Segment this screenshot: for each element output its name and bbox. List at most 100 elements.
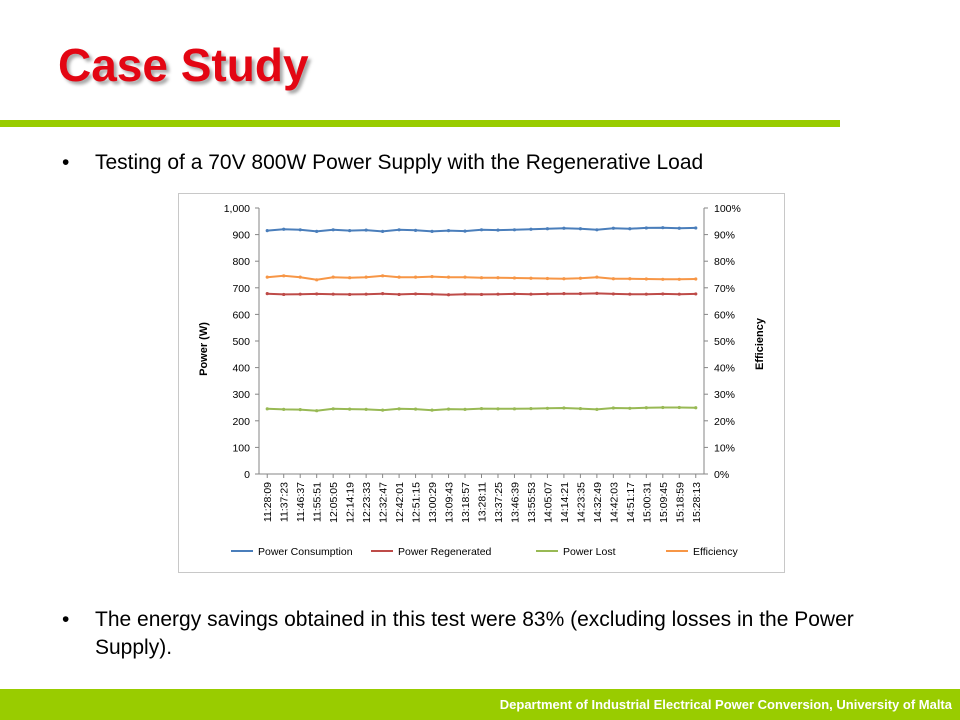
x-tick-label: 14:32:49 [592,482,604,523]
y-axis-label: Power (W) [198,322,210,376]
data-point-power-regenerated [479,292,484,297]
data-point-power-lost [381,408,385,412]
data-point-power-regenerated [562,292,566,296]
data-point-efficiency [677,277,681,281]
footer-text: Department of Industrial Electrical Powe… [499,697,952,712]
data-point-power-regenerated [413,292,418,296]
data-point-power-regenerated [661,292,665,296]
data-point-efficiency [348,276,352,280]
data-point-power-lost [611,406,615,410]
data-point-power-lost [545,406,550,410]
data-point-power-consumption [463,229,467,233]
data-point-power-regenerated [282,292,286,297]
y-tick-label: 1,000 [224,203,250,215]
data-point-power-regenerated [381,292,385,296]
data-point-power-lost [512,407,517,411]
data-point-power-regenerated [595,291,599,295]
x-tick-label: 15:00:31 [641,482,653,523]
data-point-efficiency [331,275,335,279]
x-tick-label: 13:55:53 [526,482,538,523]
data-point-power-regenerated [315,292,319,296]
data-point-efficiency [644,277,648,281]
x-tick-label: 12:32:47 [378,482,390,523]
data-point-power-lost [430,408,434,412]
data-point-power-consumption [298,228,302,232]
legend-label-power-lost: Power Lost [563,546,616,558]
data-point-efficiency [397,275,401,279]
data-point-power-lost [298,408,302,412]
bullet-1-text: Testing of a 70V 800W Power Supply with … [95,151,704,174]
data-point-power-lost [282,407,286,411]
x-tick-label: 14:14:21 [559,482,571,523]
data-point-power-regenerated [331,292,335,296]
data-point-efficiency [463,275,467,279]
legend-label-power-consumption: Power Consumption [258,546,353,558]
x-tick-label: 12:51:15 [411,482,423,523]
data-point-power-consumption [413,228,418,232]
data-point-power-lost [364,407,368,411]
y2-tick-label: 40% [714,363,735,375]
data-point-power-lost [628,406,632,410]
data-point-power-regenerated [529,292,533,296]
data-point-efficiency [545,276,550,281]
y-tick-label: 500 [232,336,250,348]
data-point-power-lost [578,406,582,411]
data-point-power-consumption [694,226,698,230]
bullet-2: • The energy savings obtained in this te… [62,606,922,666]
data-point-power-regenerated [677,292,681,296]
bullet-2-text: The energy savings obtained in this test… [95,608,854,659]
bullet-1: • Testing of a 70V 800W Power Supply wit… [62,149,922,179]
data-point-power-regenerated [463,292,467,296]
data-point-power-consumption [446,229,451,233]
data-point-power-lost [413,407,418,411]
x-tick-label: 12:42:01 [394,482,406,523]
data-point-power-regenerated [348,292,352,297]
data-point-power-consumption [595,228,599,232]
data-point-efficiency [512,276,517,280]
x-tick-label: 12:14:19 [345,482,357,523]
data-point-power-consumption [677,226,681,230]
data-point-power-lost [315,409,319,413]
data-point-efficiency [265,275,269,279]
data-point-efficiency [529,276,533,280]
data-point-power-regenerated [430,292,434,296]
data-point-power-lost [331,407,335,411]
data-point-power-lost [348,407,352,411]
data-point-power-consumption [578,227,582,231]
x-tick-label: 11:46:37 [295,482,307,522]
x-tick-label: 15:18:59 [674,482,686,523]
data-point-power-lost [479,406,484,411]
data-point-efficiency [315,278,319,282]
data-point-power-consumption [348,229,352,233]
x-tick-label: 14:42:03 [608,482,620,523]
y2-tick-label: 10% [714,442,735,454]
x-tick-label: 14:23:35 [575,482,587,523]
y2-tick-label: 80% [714,256,735,268]
data-point-power-consumption [644,226,648,230]
data-point-power-regenerated [628,292,632,296]
title-underline [0,120,840,127]
data-point-efficiency [611,277,615,281]
data-point-efficiency [479,276,484,280]
data-point-efficiency [413,275,418,279]
y2-tick-label: 0% [714,469,729,481]
x-tick-label: 13:46:39 [509,482,521,523]
data-point-efficiency [578,276,582,280]
data-point-power-lost [677,405,681,410]
x-tick-label: 12:05:05 [328,482,340,523]
data-point-power-regenerated [611,292,615,296]
legend-label-power-regenerated: Power Regenerated [398,546,492,558]
data-point-power-regenerated [644,292,648,296]
data-point-power-lost [529,406,533,411]
y2-tick-label: 20% [714,416,735,428]
x-tick-label: 11:37:23 [279,482,291,522]
data-point-efficiency [282,274,286,278]
data-point-power-regenerated [694,292,698,296]
data-point-power-consumption [265,229,269,233]
data-point-efficiency [446,275,451,279]
data-point-power-regenerated [364,292,368,296]
y-tick-label: 600 [232,309,250,321]
data-point-efficiency [694,277,698,281]
y-tick-label: 0 [244,469,250,481]
y2-tick-label: 30% [714,389,735,401]
